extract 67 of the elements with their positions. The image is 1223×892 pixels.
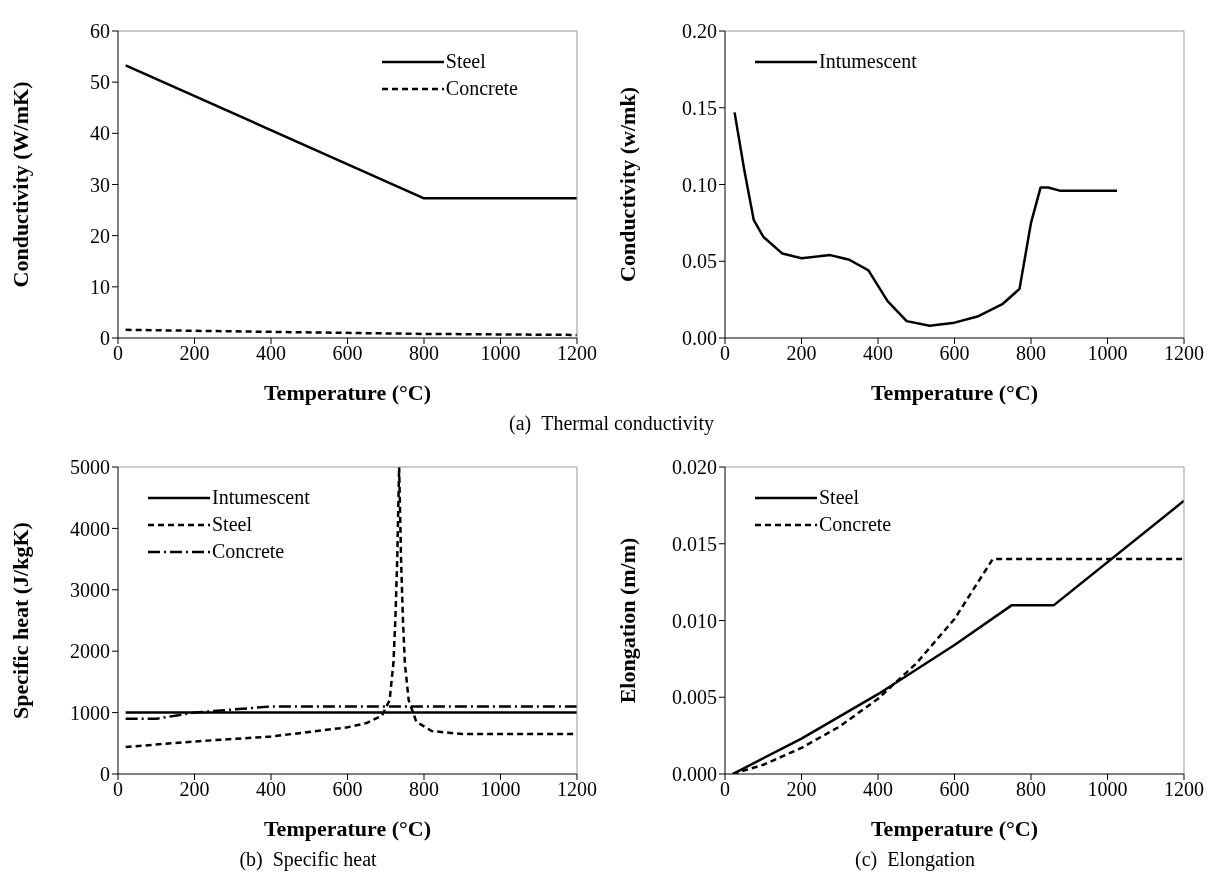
x-tick-label: 1200 <box>557 342 597 365</box>
legend-label: Steel <box>212 513 252 536</box>
y-tick-label: 30 <box>90 173 110 196</box>
x-tick-label: 200 <box>179 778 210 801</box>
x-axis-title: Temperature (°C) <box>263 816 432 841</box>
x-tick-label: 200 <box>786 778 817 801</box>
y-tick-label: 0.020 <box>672 456 717 479</box>
y-tick-label: 0.15 <box>682 96 717 119</box>
y-axis-title: Specific heat (J/kgK) <box>7 522 33 719</box>
x-tick-label: 1200 <box>1164 778 1204 801</box>
x-tick-label: 1000 <box>1087 342 1128 365</box>
y-tick-label: 0 <box>100 763 110 786</box>
x-tick-label: 800 <box>1016 778 1046 801</box>
legend-label: Intumescent <box>212 486 310 509</box>
x-axis-title: Temperature (°C) <box>870 380 1039 405</box>
y-tick-label: 1000 <box>70 701 110 724</box>
y-tick-label: 20 <box>90 224 110 247</box>
x-tick-label: 400 <box>256 778 286 801</box>
x-tick-label: 600 <box>332 778 363 801</box>
x-tick-label: 1000 <box>480 778 521 801</box>
legend-label: Steel <box>445 50 486 73</box>
y-axis-title: Conductivity (w/mk) <box>614 87 640 282</box>
x-tick-label: 1000 <box>480 342 521 365</box>
y-tick-label: 0.10 <box>682 173 717 196</box>
y-tick-label: 40 <box>90 122 110 145</box>
y-tick-label: 0.000 <box>672 763 717 786</box>
y-tick-label: 0.010 <box>672 609 717 632</box>
text: (a) Thermal conductivity <box>509 412 714 434</box>
line-series <box>733 111 1119 327</box>
y-tick-label: 4000 <box>70 517 110 540</box>
x-tick-label: 600 <box>332 342 363 365</box>
y-tick-label: 0.05 <box>682 250 717 273</box>
legend-label: Intumescent <box>819 50 917 73</box>
x-tick-label: 800 <box>409 778 439 801</box>
y-tick-label: 0.015 <box>672 532 717 555</box>
y-axis-title: Conductivity (W/mK) <box>7 81 33 288</box>
x-tick-label: 600 <box>939 342 970 365</box>
x-axis-title: Temperature (°C) <box>263 380 432 405</box>
y-tick-label: 50 <box>90 71 110 94</box>
legend-label: Concrete <box>445 77 518 100</box>
x-tick-label: 400 <box>863 342 893 365</box>
y-tick-label: 2000 <box>70 640 110 663</box>
x-tick-label: 600 <box>939 778 970 801</box>
x-tick-label: 1200 <box>557 778 597 801</box>
y-tick-label: 0.20 <box>682 20 717 43</box>
y-tick-label: 0 <box>100 327 110 350</box>
y-tick-label: 3000 <box>70 578 110 601</box>
legend-label: Concrete <box>819 513 892 536</box>
x-tick-label: 400 <box>256 342 286 365</box>
text: (b) Specific heat <box>239 848 377 870</box>
x-tick-label: 200 <box>786 342 817 365</box>
y-axis-title: Elongation (m/m) <box>614 537 640 704</box>
x-tick-label: 400 <box>863 778 893 801</box>
legend-label: Concrete <box>212 540 285 563</box>
y-tick-label: 0.005 <box>672 686 717 709</box>
y-tick-label: 5000 <box>70 456 110 479</box>
x-tick-label: 800 <box>1016 342 1046 365</box>
x-axis-title: Temperature (°C) <box>870 816 1039 841</box>
x-tick-label: 1000 <box>1087 778 1128 801</box>
legend-label: Steel <box>819 486 859 509</box>
x-tick-label: 800 <box>409 342 439 365</box>
text: (c) Elongation <box>855 848 975 870</box>
y-tick-label: 60 <box>90 20 110 43</box>
x-tick-label: 1200 <box>1164 342 1204 365</box>
x-tick-label: 200 <box>179 342 210 365</box>
y-tick-label: 10 <box>90 275 110 298</box>
y-tick-label: 0.00 <box>682 327 717 350</box>
